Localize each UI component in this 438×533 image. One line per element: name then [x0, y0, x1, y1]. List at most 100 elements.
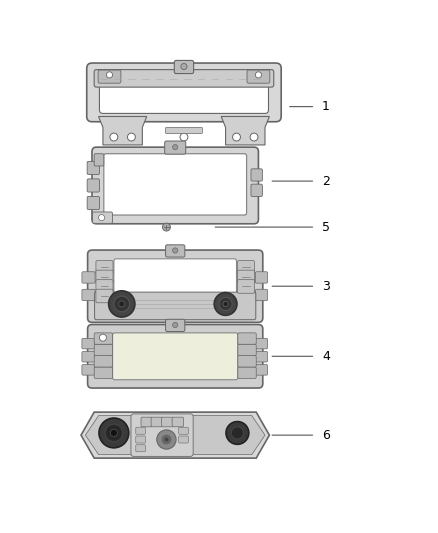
Text: 4: 4	[322, 350, 330, 363]
FancyBboxPatch shape	[87, 161, 99, 174]
Circle shape	[250, 133, 258, 141]
Circle shape	[110, 133, 118, 141]
FancyBboxPatch shape	[255, 289, 268, 301]
FancyBboxPatch shape	[98, 70, 121, 83]
FancyBboxPatch shape	[174, 60, 194, 74]
FancyBboxPatch shape	[238, 333, 256, 344]
FancyBboxPatch shape	[136, 445, 145, 452]
Polygon shape	[99, 117, 147, 145]
Circle shape	[180, 133, 188, 141]
Circle shape	[127, 133, 135, 141]
FancyBboxPatch shape	[96, 280, 113, 293]
FancyBboxPatch shape	[82, 338, 95, 349]
FancyBboxPatch shape	[87, 179, 99, 192]
Circle shape	[105, 424, 123, 442]
FancyBboxPatch shape	[95, 365, 103, 375]
Circle shape	[214, 293, 237, 316]
FancyBboxPatch shape	[82, 272, 95, 283]
Circle shape	[231, 427, 244, 439]
FancyBboxPatch shape	[102, 353, 111, 362]
Text: 5: 5	[322, 221, 330, 233]
FancyBboxPatch shape	[95, 353, 103, 362]
FancyBboxPatch shape	[255, 365, 268, 375]
FancyBboxPatch shape	[237, 261, 254, 274]
Circle shape	[99, 334, 106, 341]
Circle shape	[223, 301, 228, 306]
FancyBboxPatch shape	[238, 356, 256, 367]
FancyBboxPatch shape	[165, 141, 186, 154]
FancyBboxPatch shape	[102, 365, 111, 375]
Circle shape	[164, 437, 169, 442]
FancyBboxPatch shape	[94, 344, 113, 356]
Circle shape	[109, 291, 135, 317]
Circle shape	[173, 248, 178, 253]
Circle shape	[255, 72, 261, 78]
Polygon shape	[221, 117, 269, 145]
FancyBboxPatch shape	[162, 417, 173, 427]
Circle shape	[99, 418, 129, 448]
FancyBboxPatch shape	[251, 169, 262, 181]
FancyBboxPatch shape	[255, 351, 268, 362]
FancyBboxPatch shape	[96, 270, 113, 284]
Circle shape	[119, 301, 125, 307]
Text: 1: 1	[322, 100, 330, 113]
FancyBboxPatch shape	[104, 154, 247, 215]
Circle shape	[219, 297, 232, 311]
Circle shape	[161, 434, 172, 445]
FancyBboxPatch shape	[136, 436, 145, 443]
FancyBboxPatch shape	[151, 417, 162, 427]
FancyBboxPatch shape	[92, 147, 258, 224]
FancyBboxPatch shape	[88, 250, 263, 322]
Circle shape	[233, 133, 240, 141]
Text: 3: 3	[322, 280, 330, 293]
FancyBboxPatch shape	[94, 70, 274, 87]
Circle shape	[173, 322, 178, 328]
FancyBboxPatch shape	[82, 365, 95, 375]
Circle shape	[114, 296, 130, 312]
FancyBboxPatch shape	[96, 289, 113, 303]
FancyBboxPatch shape	[247, 70, 270, 83]
FancyBboxPatch shape	[94, 333, 113, 344]
Circle shape	[110, 430, 117, 437]
Circle shape	[106, 72, 113, 78]
FancyBboxPatch shape	[237, 270, 254, 284]
Circle shape	[173, 144, 178, 150]
Polygon shape	[81, 412, 269, 458]
Text: 2: 2	[322, 175, 330, 188]
FancyBboxPatch shape	[179, 427, 188, 434]
Circle shape	[157, 430, 176, 449]
Text: 6: 6	[322, 429, 330, 442]
FancyBboxPatch shape	[99, 76, 268, 114]
FancyBboxPatch shape	[238, 367, 256, 378]
FancyBboxPatch shape	[131, 414, 193, 456]
FancyBboxPatch shape	[141, 417, 152, 427]
FancyBboxPatch shape	[172, 417, 184, 427]
FancyBboxPatch shape	[166, 319, 185, 332]
FancyBboxPatch shape	[166, 127, 202, 134]
FancyBboxPatch shape	[255, 338, 268, 349]
FancyBboxPatch shape	[237, 280, 254, 293]
Circle shape	[226, 422, 249, 445]
FancyBboxPatch shape	[238, 344, 256, 356]
FancyBboxPatch shape	[92, 212, 113, 223]
Circle shape	[181, 63, 187, 70]
FancyBboxPatch shape	[95, 292, 256, 320]
FancyBboxPatch shape	[102, 341, 111, 350]
FancyBboxPatch shape	[166, 245, 185, 257]
FancyBboxPatch shape	[94, 367, 113, 378]
FancyBboxPatch shape	[96, 261, 113, 274]
FancyBboxPatch shape	[114, 259, 237, 296]
FancyBboxPatch shape	[95, 341, 103, 350]
FancyBboxPatch shape	[88, 325, 263, 388]
FancyBboxPatch shape	[94, 154, 104, 166]
FancyBboxPatch shape	[82, 289, 95, 301]
FancyBboxPatch shape	[87, 197, 99, 209]
FancyBboxPatch shape	[136, 427, 145, 434]
Circle shape	[99, 215, 105, 221]
FancyBboxPatch shape	[87, 63, 281, 122]
FancyBboxPatch shape	[82, 351, 95, 362]
Circle shape	[162, 223, 170, 231]
FancyBboxPatch shape	[94, 356, 113, 367]
Polygon shape	[85, 416, 265, 455]
FancyBboxPatch shape	[255, 272, 268, 283]
